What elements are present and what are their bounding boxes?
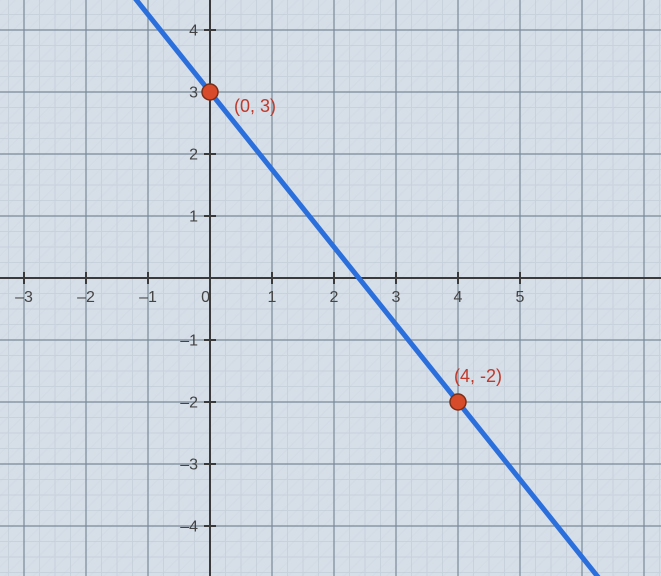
x-tick-label: 5 [516, 289, 525, 306]
x-tick-label: –2 [77, 289, 95, 306]
x-tick-label: –1 [139, 289, 157, 306]
y-tick-label: –2 [180, 395, 198, 412]
x-tick-label: 3 [392, 289, 401, 306]
chart-svg: –3–2–1012345–4–3–2–112345(0, 3)(4, -2) [0, 0, 661, 576]
x-tick-label: 2 [330, 289, 339, 306]
x-tick-label: 4 [454, 289, 463, 306]
point-label: (4, -2) [454, 366, 502, 386]
y-tick-label: –1 [180, 333, 198, 350]
point-label: (0, 3) [234, 96, 276, 116]
x-tick-label: 0 [201, 289, 210, 306]
y-tick-label: 1 [189, 209, 198, 226]
x-tick-label: 1 [268, 289, 277, 306]
y-tick-label: 4 [189, 23, 198, 40]
coordinate-plane-chart: –3–2–1012345–4–3–2–112345(0, 3)(4, -2) [0, 0, 661, 576]
x-tick-label: –3 [15, 289, 33, 306]
y-tick-label: 2 [189, 147, 198, 164]
y-tick-label: 3 [189, 85, 198, 102]
y-tick-label: –4 [180, 519, 198, 536]
y-tick-label: –3 [180, 457, 198, 474]
